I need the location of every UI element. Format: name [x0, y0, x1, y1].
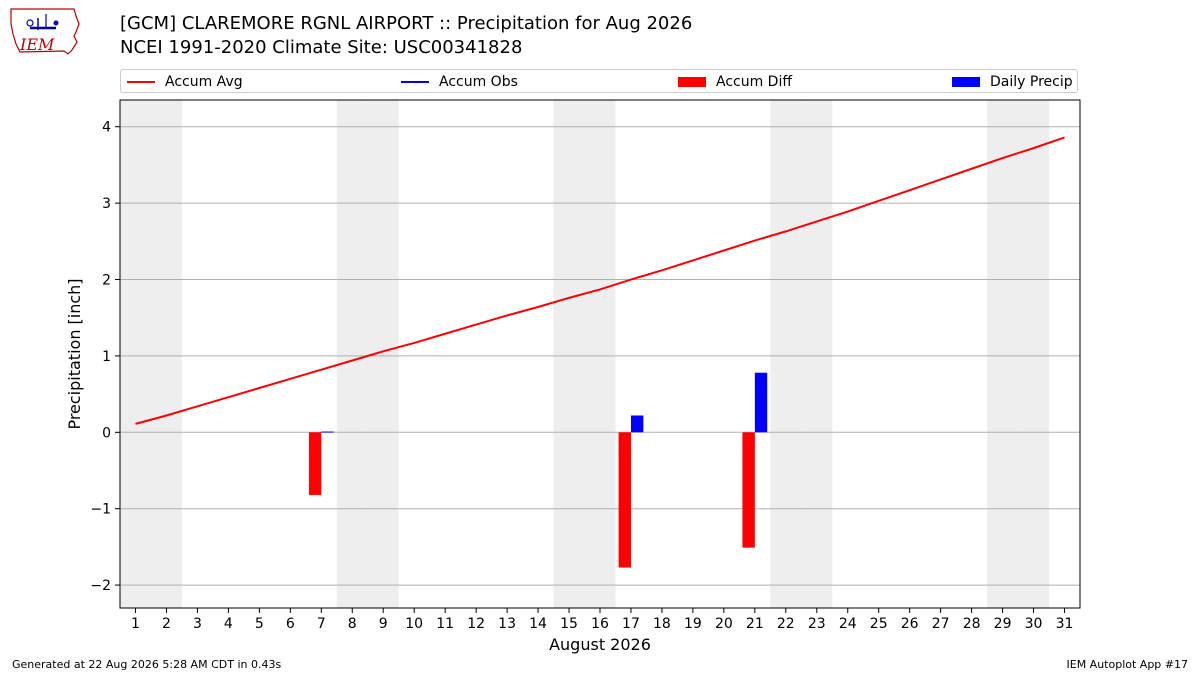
bar-accum-diff-day-17 [618, 432, 631, 568]
weekend-band-day-16 [584, 100, 616, 608]
x-axis-label: August 2026 [549, 635, 651, 654]
weekend-band-day-15 [553, 100, 585, 608]
weekend-band-day-2 [150, 100, 182, 608]
y-axis-label: Precipitation [inch] [65, 278, 84, 429]
xtick-label-29: 29 [994, 616, 1012, 632]
bar-daily-precip-day-17 [630, 415, 644, 433]
legend-swatch-accum-diff [678, 77, 706, 87]
chart-subtitle: NCEI 1991-2020 Climate Site: USC00341828 [120, 37, 523, 58]
xtick-label-19: 19 [684, 616, 702, 632]
weekend-band-day-8 [336, 100, 368, 608]
weekend-band-day-22 [770, 100, 802, 608]
xtick-label-21: 21 [746, 616, 764, 632]
legend-swatch-daily-precip [952, 77, 980, 87]
ytick-label--2: −2 [90, 578, 111, 594]
xtick-label-25: 25 [870, 616, 888, 632]
xtick-label-15: 15 [560, 616, 578, 632]
legend-item-accum-diff: Accum Diff [678, 73, 792, 91]
line-accum-avg [135, 136, 1065, 425]
app-credit: IEM Autoplot App #17 [1066, 658, 1189, 671]
xtick-label-22: 22 [777, 616, 795, 632]
legend-item-daily-precip: Daily Precip [952, 73, 1073, 91]
legend-swatch-accum-obs [401, 81, 429, 83]
iem-iowa-logo-icon: IEM [10, 8, 80, 55]
chart-title: [GCM] CLAREMORE RGNL AIRPORT :: Precipit… [120, 13, 693, 34]
xtick-label-1: 1 [131, 616, 140, 632]
weekend-band-day-30 [1018, 100, 1050, 608]
xtick-label-4: 4 [224, 616, 233, 632]
xtick-label-3: 3 [193, 616, 202, 632]
xtick-label-17: 17 [622, 616, 640, 632]
legend-swatch-accum-avg [127, 81, 155, 83]
weekend-band-day-23 [801, 100, 833, 608]
xtick-label-26: 26 [901, 616, 919, 632]
xtick-label-24: 24 [839, 616, 857, 632]
xtick-label-2: 2 [162, 616, 171, 632]
xtick-label-23: 23 [808, 616, 826, 632]
ytick-label-0: 0 [102, 425, 111, 441]
iem-logo: IEM [8, 6, 80, 58]
bar-daily-precip-day-7 [321, 431, 334, 433]
ytick-label-1: 1 [102, 349, 111, 365]
xtick-label-27: 27 [932, 616, 950, 632]
bar-daily-precip-day-21 [754, 372, 768, 433]
xtick-label-5: 5 [255, 616, 264, 632]
legend-label-accum-avg: Accum Avg [165, 74, 243, 90]
legend-label-daily-precip: Daily Precip [990, 74, 1073, 90]
bar-accum-diff-day-21 [742, 432, 755, 548]
xtick-label-14: 14 [529, 616, 547, 632]
xtick-label-6: 6 [286, 616, 295, 632]
legend-label-accum-obs: Accum Obs [439, 74, 518, 90]
xtick-label-28: 28 [963, 616, 981, 632]
generated-timestamp: Generated at 22 Aug 2026 5:28 AM CDT in … [12, 658, 282, 671]
xtick-label-18: 18 [653, 616, 671, 632]
bar-accum-diff-day-7 [308, 432, 322, 495]
ytick-label-2: 2 [102, 273, 111, 289]
weekend-band-day-29 [987, 100, 1019, 608]
xtick-label-11: 11 [436, 616, 454, 632]
xtick-label-13: 13 [498, 616, 516, 632]
xtick-label-31: 31 [1056, 616, 1074, 632]
xtick-label-10: 10 [405, 616, 423, 632]
legend-label-accum-diff: Accum Diff [716, 74, 793, 90]
xtick-label-30: 30 [1025, 616, 1043, 632]
logo-text: IEM [19, 35, 55, 54]
ytick-label-4: 4 [102, 120, 111, 136]
chart-legend: Accum Avg Accum Obs Accum Diff Daily Pre… [120, 69, 1078, 93]
xtick-label-8: 8 [348, 616, 357, 632]
xtick-label-9: 9 [379, 616, 388, 632]
ytick-label-3: 3 [102, 196, 111, 212]
xtick-label-7: 7 [317, 616, 326, 632]
weekend-band-day-1 [120, 100, 151, 608]
xtick-label-16: 16 [591, 616, 609, 632]
ytick-label--1: −1 [90, 502, 111, 518]
legend-item-accum-avg: Accum Avg [127, 73, 243, 91]
xtick-label-20: 20 [715, 616, 733, 632]
xtick-label-12: 12 [467, 616, 485, 632]
legend-item-accum-obs: Accum Obs [401, 73, 518, 91]
